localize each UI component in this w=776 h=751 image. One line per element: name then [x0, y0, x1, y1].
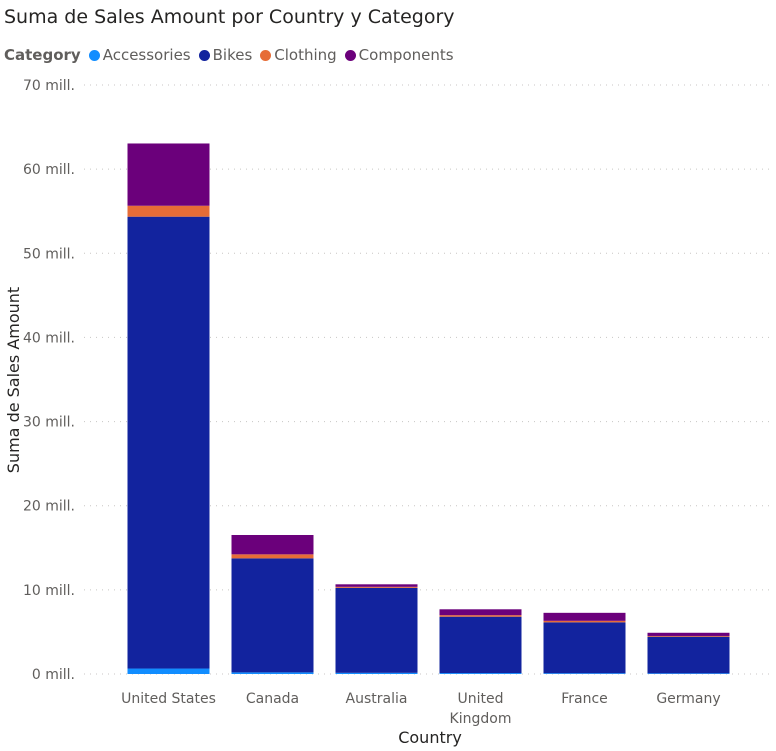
legend-swatch	[198, 49, 210, 61]
x-tick-labels: United States Canada Australia United Kingdo…	[121, 691, 721, 727]
bar-segment-australia-clothing[interactable]	[335, 586, 418, 588]
legend-item-components[interactable]: Components	[344, 46, 454, 64]
x-tick-label: United States	[121, 691, 216, 707]
bar-segment-australia-accessories[interactable]	[335, 672, 418, 674]
legend-label: Clothing	[274, 46, 337, 64]
legend-swatch	[260, 49, 272, 61]
x-tick-label: France	[561, 691, 608, 707]
legend-label: Accessories	[102, 46, 191, 64]
y-tick-labels: 0 mill. 10 mill. 20 mill. 30 mill. 40 mill. 5…	[23, 78, 75, 683]
x-tick-label: United Kingdom	[450, 691, 512, 727]
legend-item-accessories[interactable]: Accessories	[88, 46, 191, 64]
bar-segment-france-bikes[interactable]	[543, 622, 626, 674]
bar-segment-germany-accessories[interactable]	[647, 673, 730, 674]
y-tick-label: 0 mill.	[32, 667, 75, 683]
chart-title: Suma de Sales Amount por Country y Categ…	[4, 6, 455, 28]
bar-segment-united-kingdom-components[interactable]	[439, 609, 522, 616]
bar-segment-united-states-components[interactable]	[127, 143, 210, 206]
y-tick-label: 50 mill.	[23, 246, 75, 262]
bar-segment-canada-clothing[interactable]	[231, 554, 314, 559]
bar-segment-france-accessories[interactable]	[543, 673, 626, 674]
x-axis-title: Country	[398, 728, 462, 747]
x-tick-label: Germany	[656, 691, 720, 707]
bar-segment-united-states-clothing[interactable]	[127, 205, 210, 217]
legend: Category Accessories Bikes Clothing Compone…	[4, 46, 462, 64]
y-axis-title: Suma de Sales Amount	[4, 287, 23, 473]
y-tick-label: 20 mill.	[23, 499, 75, 515]
bar-segment-united-states-bikes[interactable]	[127, 216, 210, 669]
bar-segment-united-kingdom-bikes[interactable]	[439, 616, 522, 674]
legend-item-clothing[interactable]: Clothing	[260, 46, 337, 64]
bar-segment-australia-bikes[interactable]	[335, 587, 418, 673]
bar-segment-canada-bikes[interactable]	[231, 558, 314, 673]
bar-segment-united-states-accessories[interactable]	[127, 668, 210, 674]
bar-segment-france-clothing[interactable]	[543, 620, 626, 623]
x-tick-label: Canada	[246, 691, 299, 707]
bar-segment-germany-components[interactable]	[647, 632, 730, 636]
y-tick-label: 60 mill.	[23, 162, 75, 178]
bars	[127, 143, 730, 674]
y-tick-label: 70 mill.	[23, 78, 75, 94]
legend-swatch	[88, 49, 100, 61]
bar-segment-canada-accessories[interactable]	[231, 672, 314, 674]
legend-label: Components	[358, 46, 454, 64]
bar-segment-germany-bikes[interactable]	[647, 636, 730, 674]
legend-swatch	[344, 49, 356, 61]
bar-segment-france-components[interactable]	[543, 612, 626, 621]
bar-segment-canada-components[interactable]	[231, 534, 314, 555]
legend-title: Category	[4, 46, 81, 64]
y-tick-label: 10 mill.	[23, 583, 75, 599]
bar-segment-united-kingdom-clothing[interactable]	[439, 615, 522, 617]
x-tick-label: Australia	[346, 691, 408, 707]
legend-label: Bikes	[212, 46, 253, 64]
legend-items: Accessories Bikes Clothing Components	[88, 46, 462, 64]
bar-segment-united-kingdom-accessories[interactable]	[439, 673, 522, 674]
y-tick-label: 40 mill.	[23, 330, 75, 346]
bar-segment-australia-components[interactable]	[335, 584, 418, 587]
bar-segment-germany-clothing[interactable]	[647, 635, 730, 637]
y-tick-label: 30 mill.	[23, 415, 75, 431]
legend-item-bikes[interactable]: Bikes	[198, 46, 253, 64]
